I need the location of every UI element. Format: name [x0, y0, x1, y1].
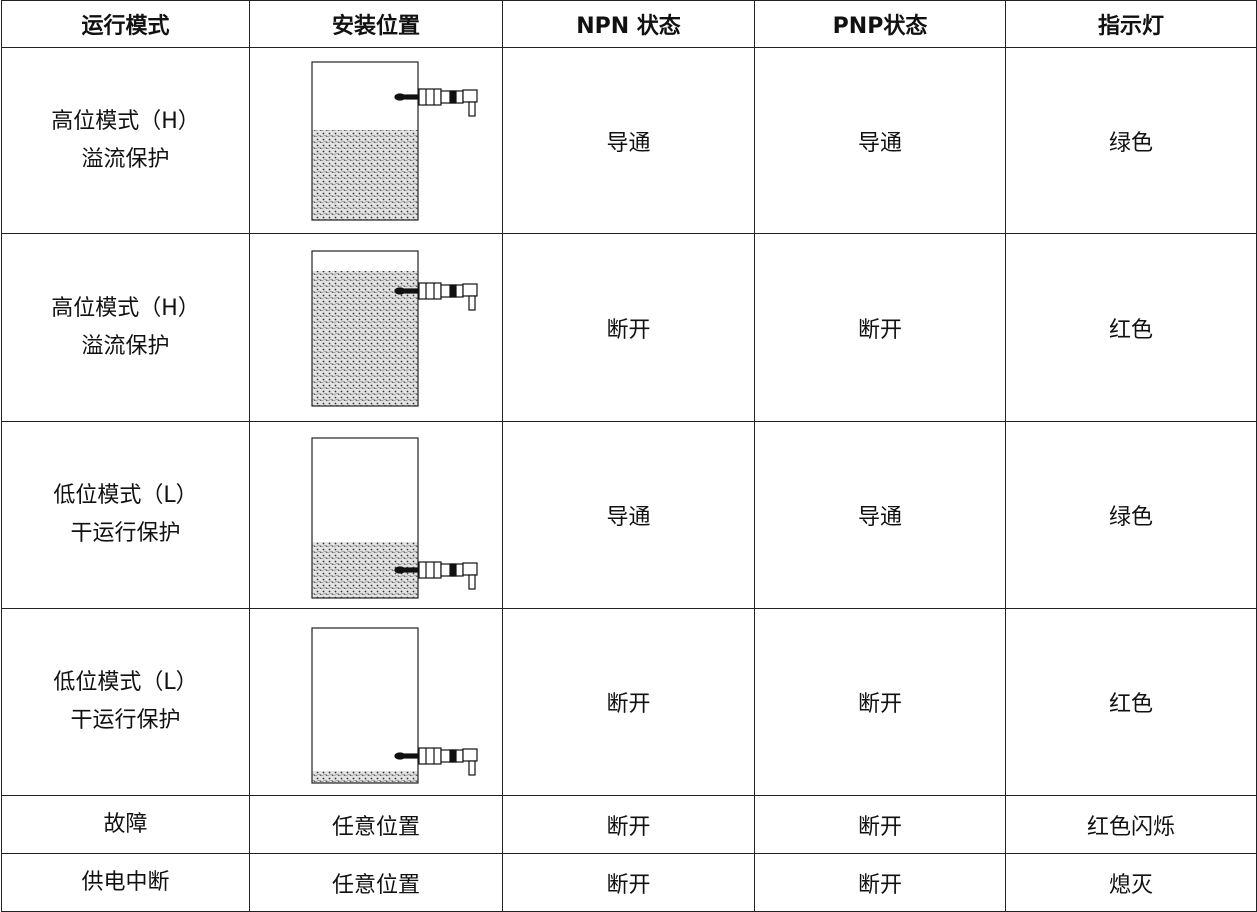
mode-line: 低位模式（L） — [53, 670, 198, 695]
light-cell: 红色闪烁 — [1005, 795, 1257, 854]
table-row: 高位模式（H） 溢流保护 断开 断开 红色 — [1, 233, 1257, 422]
sensor — [394, 282, 478, 311]
light-cell: 绿色 — [1005, 421, 1257, 609]
npn-cell: 断开 — [502, 608, 755, 796]
tank-diagram — [311, 437, 478, 599]
light-cell: 绿色 — [1005, 47, 1257, 234]
position-cell: 任意位置 — [249, 853, 503, 912]
sensor — [394, 747, 478, 776]
light-cell: 红色 — [1005, 608, 1257, 796]
position-cell: 任意位置 — [249, 795, 503, 854]
header-cell: 运行模式 — [1, 0, 250, 48]
pnp-cell: 断开 — [754, 853, 1006, 912]
pnp-cell: 断开 — [754, 233, 1006, 422]
light-cell: 红色 — [1005, 233, 1257, 422]
sensor — [394, 88, 478, 117]
mode-line: 溢流保护 — [81, 146, 170, 172]
pnp-cell: 断开 — [754, 608, 1006, 796]
mode-cell: 供电中断 — [1, 853, 250, 912]
tank — [311, 61, 419, 221]
tank — [311, 437, 419, 599]
position-illustration — [249, 233, 503, 422]
mode-cell: 低位模式（L） 干运行保护 — [1, 421, 250, 609]
header-cell: NPN 状态 — [502, 0, 755, 48]
table-row: 低位模式（L） 干运行保护 导通 导通 绿色 — [1, 421, 1257, 609]
npn-cell: 导通 — [502, 47, 755, 234]
header-cell: 安装位置 — [249, 0, 503, 48]
position-illustration — [249, 608, 503, 796]
pnp-cell: 导通 — [754, 421, 1006, 609]
table-row: 故障 任意位置 断开 断开 红色闪烁 — [1, 795, 1257, 854]
sensor — [394, 561, 478, 590]
mode-line: 高位模式（H） — [51, 295, 200, 321]
header-cell: PNP状态 — [754, 0, 1006, 48]
table-row: 低位模式（L） 干运行保护 断开 断开 红色 — [1, 608, 1257, 796]
tank-diagram — [311, 61, 478, 221]
mode-line: 干运行保护 — [70, 521, 181, 546]
mode-line: 干运行保护 — [70, 708, 181, 733]
npn-cell: 断开 — [502, 233, 755, 422]
tank-diagram — [311, 627, 478, 784]
light-cell: 熄灭 — [1005, 853, 1257, 912]
liquid — [312, 130, 418, 220]
mode-line: 故障 — [103, 811, 148, 837]
tank-diagram — [311, 250, 478, 407]
mode-line: 高位模式（H） — [51, 108, 200, 134]
mode-line: 低位模式（L） — [53, 483, 198, 508]
header-cell: 指示灯 — [1005, 0, 1257, 48]
pnp-cell: 断开 — [754, 795, 1006, 854]
tank — [311, 250, 419, 407]
position-illustration — [249, 47, 503, 234]
pnp-cell: 导通 — [754, 47, 1006, 234]
table-row: 高位模式（H） 溢流保护 导通 导通 绿色 — [1, 47, 1257, 234]
mode-cell: 故障 — [1, 795, 250, 854]
mode-line: 供电中断 — [81, 869, 170, 895]
position-illustration — [249, 421, 503, 609]
mode-cell: 高位模式（H） 溢流保护 — [1, 47, 250, 234]
liquid — [312, 771, 418, 783]
mode-line: 溢流保护 — [81, 333, 170, 359]
npn-cell: 导通 — [502, 421, 755, 609]
npn-cell: 断开 — [502, 853, 755, 912]
header-row: 运行模式 安装位置 NPN 状态 PNP状态 指示灯 — [1, 0, 1257, 48]
mode-cell: 高位模式（H） 溢流保护 — [1, 233, 250, 422]
npn-cell: 断开 — [502, 795, 755, 854]
mode-cell: 低位模式（L） 干运行保护 — [1, 608, 250, 796]
table-row: 供电中断 任意位置 断开 断开 熄灭 — [1, 853, 1257, 912]
tank — [311, 627, 419, 784]
